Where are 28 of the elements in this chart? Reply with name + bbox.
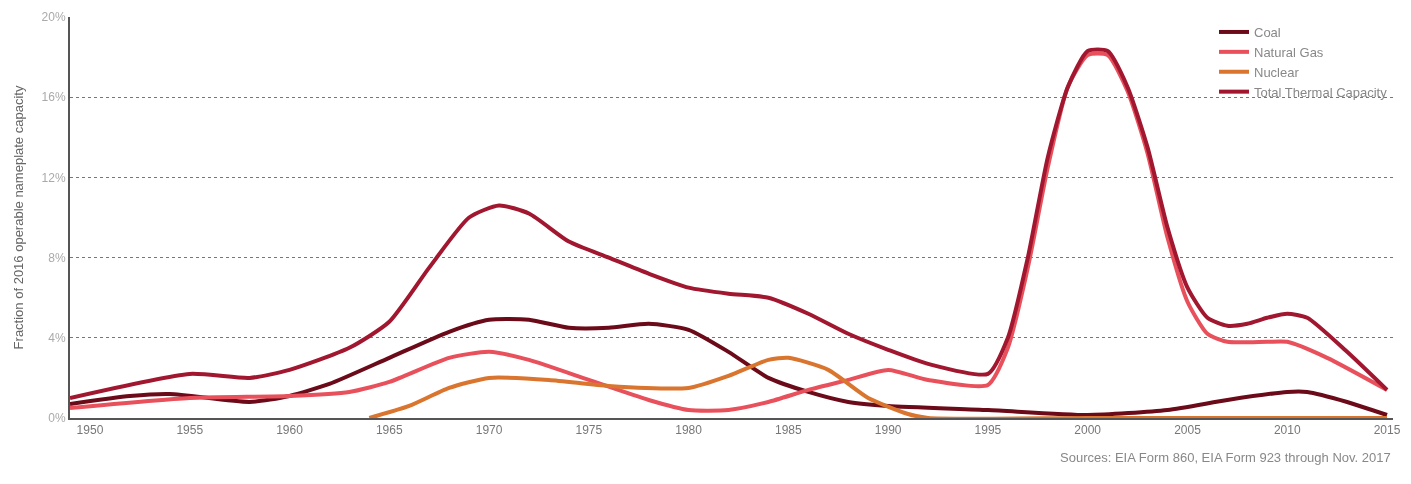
x-tick-label: 1950: [76, 423, 104, 438]
line-series: [70, 317, 1390, 417]
x-tick-label: 2015: [1373, 423, 1401, 438]
x-tick-label: 1985: [775, 423, 803, 438]
x-tick-label: 2000: [1074, 423, 1102, 438]
x-tick-label: 1990: [874, 423, 902, 438]
y-tick-label: 16%: [41, 90, 66, 105]
source-note: Sources: EIA Form 860, EIA Form 923 through Nov. 2017: [1060, 450, 1391, 465]
x-tick-label: 1955: [176, 423, 204, 438]
legend-label: Nuclear: [1254, 64, 1300, 80]
x-tick-label: 1980: [675, 423, 703, 438]
x-tick-label: 2010: [1273, 423, 1301, 438]
line-series: [367, 355, 1390, 418]
x-tick-label: 1960: [276, 423, 304, 438]
x-tick-label: 2005: [1174, 423, 1202, 438]
x-tick-label: 1970: [475, 423, 503, 438]
y-tick-label: 20%: [41, 10, 66, 25]
legend-label: Natural Gas: [1254, 44, 1324, 60]
y-tick-label: 8%: [48, 250, 66, 265]
y-axis-title: Fraction of 2016 operable nameplate capacity: [11, 85, 27, 350]
x-tick-label: 1975: [575, 423, 603, 438]
x-tick-label: 1995: [974, 423, 1002, 438]
y-tick-label: 12%: [41, 170, 66, 185]
y-tick-label: 4%: [48, 331, 66, 345]
x-tick-label: 1965: [375, 423, 403, 438]
legend-label: Coal: [1254, 25, 1281, 41]
y-tick-label: 0%: [48, 411, 66, 426]
legend-label: Total Thermal Capacity: [1254, 84, 1388, 100]
